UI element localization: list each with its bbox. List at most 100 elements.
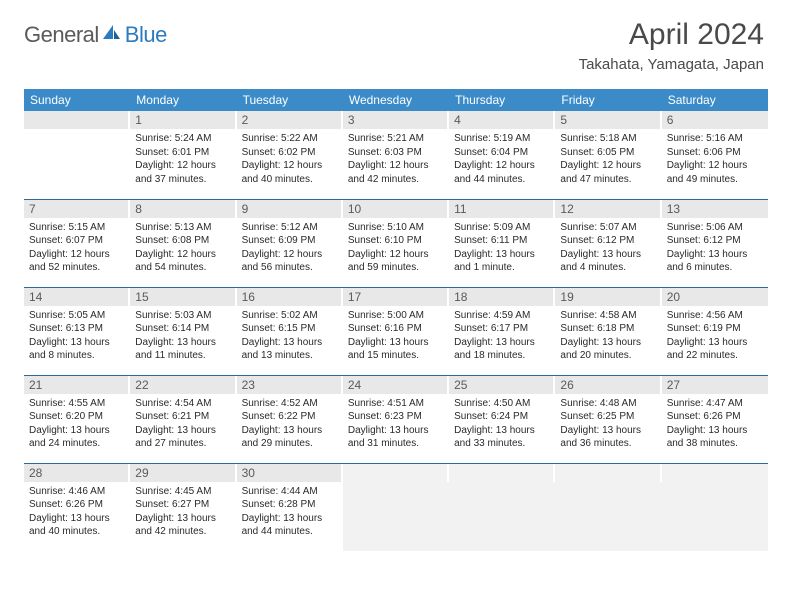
- cell-line: Sunrise: 5:02 AM: [242, 309, 339, 323]
- cell-line: Daylight: 13 hours and 29 minutes.: [242, 424, 339, 451]
- calendar-cell: 23Sunrise: 4:52 AMSunset: 6:22 PMDayligh…: [237, 375, 343, 463]
- cell-content: Sunrise: 5:09 AMSunset: 6:11 PMDaylight:…: [449, 218, 555, 278]
- cell-line: Sunrise: 4:45 AM: [135, 485, 232, 499]
- cell-content: Sunrise: 4:50 AMSunset: 6:24 PMDaylight:…: [449, 394, 555, 454]
- cell-line: Sunrise: 4:59 AM: [454, 309, 551, 323]
- cell-line: Sunrise: 4:50 AM: [454, 397, 551, 411]
- cell-line: Daylight: 13 hours and 4 minutes.: [560, 248, 657, 275]
- calendar-cell: 25Sunrise: 4:50 AMSunset: 6:24 PMDayligh…: [449, 375, 555, 463]
- cell-line: Sunrise: 4:55 AM: [29, 397, 126, 411]
- cell-line: Daylight: 13 hours and 31 minutes.: [348, 424, 445, 451]
- cell-line: Daylight: 13 hours and 20 minutes.: [560, 336, 657, 363]
- day-number: 4: [449, 111, 555, 129]
- cell-line: Daylight: 13 hours and 6 minutes.: [667, 248, 764, 275]
- day-number: 22: [130, 376, 236, 394]
- day-number: 12: [555, 200, 661, 218]
- calendar-cell: 6Sunrise: 5:16 AMSunset: 6:06 PMDaylight…: [662, 111, 768, 199]
- cell-line: Sunset: 6:14 PM: [135, 322, 232, 336]
- cell-content: Sunrise: 4:56 AMSunset: 6:19 PMDaylight:…: [662, 306, 768, 366]
- calendar-body: 1Sunrise: 5:24 AMSunset: 6:01 PMDaylight…: [24, 111, 768, 551]
- cell-line: Sunrise: 5:13 AM: [135, 221, 232, 235]
- cell-content: Sunrise: 4:59 AMSunset: 6:17 PMDaylight:…: [449, 306, 555, 366]
- cell-content: Sunrise: 4:47 AMSunset: 6:26 PMDaylight:…: [662, 394, 768, 454]
- cell-line: Sunrise: 5:24 AM: [135, 132, 232, 146]
- cell-line: Sunset: 6:12 PM: [560, 234, 657, 248]
- cell-line: Sunset: 6:28 PM: [242, 498, 339, 512]
- day-number: [555, 464, 661, 482]
- cell-line: Sunrise: 5:03 AM: [135, 309, 232, 323]
- day-number: 13: [662, 200, 768, 218]
- day-number: 26: [555, 376, 661, 394]
- weekday-header: Sunday: [24, 89, 130, 111]
- day-number: 27: [662, 376, 768, 394]
- day-number: 8: [130, 200, 236, 218]
- calendar-cell: [449, 463, 555, 551]
- calendar-cell: 17Sunrise: 5:00 AMSunset: 6:16 PMDayligh…: [343, 287, 449, 375]
- calendar-cell: 8Sunrise: 5:13 AMSunset: 6:08 PMDaylight…: [130, 199, 236, 287]
- calendar-cell: 22Sunrise: 4:54 AMSunset: 6:21 PMDayligh…: [130, 375, 236, 463]
- cell-line: Sunrise: 4:51 AM: [348, 397, 445, 411]
- cell-line: Daylight: 13 hours and 24 minutes.: [29, 424, 126, 451]
- cell-line: Sunrise: 5:19 AM: [454, 132, 551, 146]
- day-number: 7: [24, 200, 130, 218]
- cell-content: Sunrise: 4:46 AMSunset: 6:26 PMDaylight:…: [24, 482, 130, 542]
- cell-content: Sunrise: 5:06 AMSunset: 6:12 PMDaylight:…: [662, 218, 768, 278]
- cell-content: Sunrise: 5:05 AMSunset: 6:13 PMDaylight:…: [24, 306, 130, 366]
- cell-line: Sunset: 6:09 PM: [242, 234, 339, 248]
- cell-line: Sunset: 6:07 PM: [29, 234, 126, 248]
- day-number: [343, 464, 449, 482]
- calendar-cell: 7Sunrise: 5:15 AMSunset: 6:07 PMDaylight…: [24, 199, 130, 287]
- day-number: [24, 111, 130, 129]
- calendar-cell: 21Sunrise: 4:55 AMSunset: 6:20 PMDayligh…: [24, 375, 130, 463]
- cell-line: Daylight: 12 hours and 49 minutes.: [667, 159, 764, 186]
- cell-line: Sunrise: 5:22 AM: [242, 132, 339, 146]
- cell-line: Sunrise: 4:46 AM: [29, 485, 126, 499]
- cell-line: Sunset: 6:11 PM: [454, 234, 551, 248]
- cell-line: Daylight: 12 hours and 54 minutes.: [135, 248, 232, 275]
- calendar-cell: 18Sunrise: 4:59 AMSunset: 6:17 PMDayligh…: [449, 287, 555, 375]
- calendar-cell: [555, 463, 661, 551]
- cell-content: Sunrise: 4:51 AMSunset: 6:23 PMDaylight:…: [343, 394, 449, 454]
- calendar-row: 1Sunrise: 5:24 AMSunset: 6:01 PMDaylight…: [24, 111, 768, 199]
- cell-line: Daylight: 13 hours and 11 minutes.: [135, 336, 232, 363]
- page-title: April 2024: [579, 18, 764, 52]
- logo-text-general: General: [24, 22, 99, 48]
- day-number: 18: [449, 288, 555, 306]
- calendar-cell: 19Sunrise: 4:58 AMSunset: 6:18 PMDayligh…: [555, 287, 661, 375]
- cell-content: Sunrise: 4:54 AMSunset: 6:21 PMDaylight:…: [130, 394, 236, 454]
- calendar-cell: 4Sunrise: 5:19 AMSunset: 6:04 PMDaylight…: [449, 111, 555, 199]
- day-number: 17: [343, 288, 449, 306]
- cell-line: Daylight: 13 hours and 36 minutes.: [560, 424, 657, 451]
- cell-line: Daylight: 12 hours and 42 minutes.: [348, 159, 445, 186]
- cell-line: Daylight: 13 hours and 13 minutes.: [242, 336, 339, 363]
- cell-line: Sunset: 6:06 PM: [667, 146, 764, 160]
- cell-line: Sunset: 6:01 PM: [135, 146, 232, 160]
- cell-line: Sunrise: 5:00 AM: [348, 309, 445, 323]
- cell-line: Sunrise: 4:54 AM: [135, 397, 232, 411]
- day-number: 16: [237, 288, 343, 306]
- cell-content: Sunrise: 5:15 AMSunset: 6:07 PMDaylight:…: [24, 218, 130, 278]
- weekday-header: Tuesday: [237, 89, 343, 111]
- cell-line: Sunrise: 5:07 AM: [560, 221, 657, 235]
- calendar-cell: 14Sunrise: 5:05 AMSunset: 6:13 PMDayligh…: [24, 287, 130, 375]
- weekday-header: Saturday: [662, 89, 768, 111]
- day-number: 24: [343, 376, 449, 394]
- cell-line: Sunset: 6:03 PM: [348, 146, 445, 160]
- cell-line: Daylight: 13 hours and 1 minute.: [454, 248, 551, 275]
- cell-line: Sunset: 6:24 PM: [454, 410, 551, 424]
- cell-line: Sunrise: 4:58 AM: [560, 309, 657, 323]
- cell-line: Sunset: 6:26 PM: [667, 410, 764, 424]
- cell-line: Daylight: 12 hours and 52 minutes.: [29, 248, 126, 275]
- calendar-cell: 26Sunrise: 4:48 AMSunset: 6:25 PMDayligh…: [555, 375, 661, 463]
- cell-line: Daylight: 12 hours and 37 minutes.: [135, 159, 232, 186]
- cell-line: Sunrise: 5:16 AM: [667, 132, 764, 146]
- cell-line: Daylight: 13 hours and 33 minutes.: [454, 424, 551, 451]
- header: General Blue April 2024 Takahata, Yamaga…: [0, 0, 792, 81]
- cell-content: Sunrise: 4:44 AMSunset: 6:28 PMDaylight:…: [237, 482, 343, 542]
- cell-line: Daylight: 13 hours and 44 minutes.: [242, 512, 339, 539]
- calendar-cell: 9Sunrise: 5:12 AMSunset: 6:09 PMDaylight…: [237, 199, 343, 287]
- cell-content: Sunrise: 5:19 AMSunset: 6:04 PMDaylight:…: [449, 129, 555, 189]
- cell-content: Sunrise: 4:52 AMSunset: 6:22 PMDaylight:…: [237, 394, 343, 454]
- cell-content: Sunrise: 4:48 AMSunset: 6:25 PMDaylight:…: [555, 394, 661, 454]
- calendar-cell: 10Sunrise: 5:10 AMSunset: 6:10 PMDayligh…: [343, 199, 449, 287]
